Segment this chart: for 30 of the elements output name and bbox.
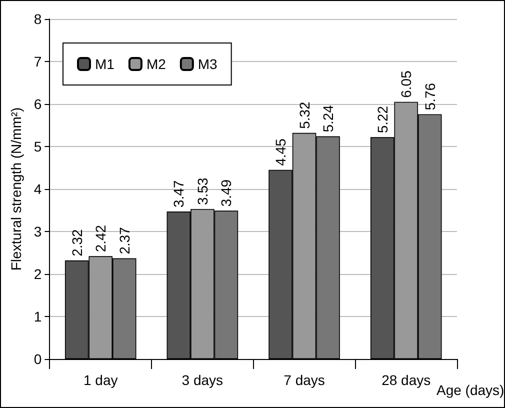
y-tick-label: 5 — [34, 138, 42, 154]
data-label: 6.05 — [398, 70, 414, 98]
data-label: 5.22 — [374, 106, 390, 134]
data-label: 4.45 — [272, 138, 289, 166]
data-label: 3.53 — [194, 178, 210, 205]
data-label: 2.37 — [116, 226, 132, 254]
legend-label: M3 — [198, 56, 218, 72]
y-tick-label: 8 — [34, 11, 42, 27]
x-tick-label: 3 days — [182, 372, 224, 388]
data-label: 2.32 — [68, 228, 85, 256]
y-tick-label: 4 — [34, 181, 42, 197]
y-tick-label: 2 — [34, 266, 42, 282]
data-label: 2.42 — [92, 224, 109, 252]
x-tick-label: 1 day — [83, 372, 118, 388]
y-tick-label: 7 — [34, 54, 42, 70]
y-tick-label: 3 — [34, 224, 42, 240]
y-tick-label: 0 — [34, 351, 42, 367]
x-tick-label: 28 days — [382, 372, 431, 388]
x-axis-title: Age (days) — [436, 382, 504, 398]
y-axis-title: Flextural strength (N/mm²) — [8, 107, 24, 271]
legend-label: M2 — [146, 56, 166, 72]
y-tick-label: 6 — [34, 96, 42, 112]
data-label: 3.49 — [218, 179, 234, 207]
legend-label: M1 — [95, 56, 115, 72]
x-tick-label: 7 days — [284, 372, 325, 388]
y-tick-label: 1 — [34, 308, 42, 324]
data-label: 3.47 — [170, 180, 187, 208]
data-label: 5.24 — [320, 104, 336, 132]
data-label: 5.76 — [422, 82, 438, 110]
data-label: 5.32 — [296, 101, 312, 129]
